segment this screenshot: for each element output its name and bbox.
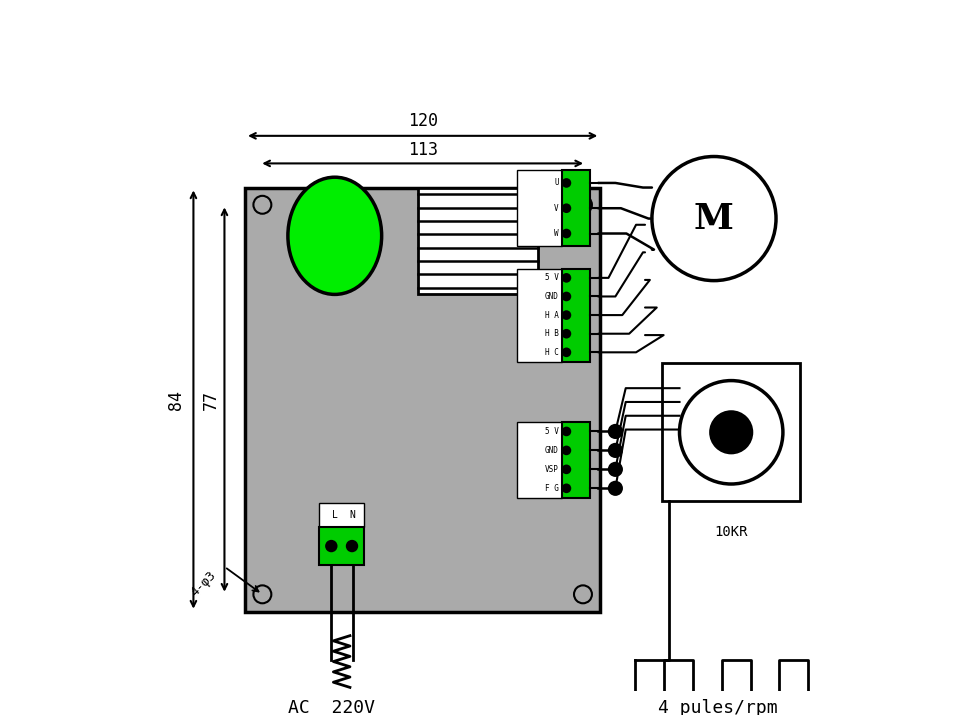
Circle shape xyxy=(561,310,571,320)
Bar xyxy=(518,422,562,498)
Bar xyxy=(518,170,562,246)
Circle shape xyxy=(561,203,571,213)
Bar xyxy=(562,422,590,498)
Text: U: U xyxy=(554,179,559,187)
Circle shape xyxy=(253,196,271,214)
Bar xyxy=(562,269,590,362)
Text: H A: H A xyxy=(545,310,559,320)
Bar xyxy=(245,187,600,611)
Text: W: W xyxy=(554,229,559,238)
Circle shape xyxy=(561,292,571,301)
Circle shape xyxy=(561,229,571,238)
Circle shape xyxy=(608,424,623,439)
Circle shape xyxy=(652,157,776,280)
Circle shape xyxy=(561,329,571,338)
Text: AC  220V: AC 220V xyxy=(288,699,375,715)
Ellipse shape xyxy=(288,177,382,295)
Text: GND: GND xyxy=(545,446,559,455)
Circle shape xyxy=(346,540,358,552)
Text: 5 V: 5 V xyxy=(545,427,559,436)
Circle shape xyxy=(679,380,782,484)
Text: 120: 120 xyxy=(408,112,438,129)
Text: F G: F G xyxy=(545,484,559,493)
Circle shape xyxy=(561,445,571,455)
Bar xyxy=(417,187,538,295)
Circle shape xyxy=(608,462,623,477)
Circle shape xyxy=(253,586,271,603)
Text: 77: 77 xyxy=(202,390,219,410)
Bar xyxy=(562,170,590,246)
Bar xyxy=(319,527,364,565)
Bar xyxy=(319,503,364,527)
Bar xyxy=(663,363,800,501)
Text: V: V xyxy=(554,204,559,213)
Circle shape xyxy=(709,410,753,454)
Text: 4-φ3: 4-φ3 xyxy=(188,568,219,599)
Circle shape xyxy=(561,273,571,282)
Text: L: L xyxy=(332,510,338,520)
Circle shape xyxy=(608,480,623,496)
Circle shape xyxy=(561,465,571,474)
Text: VSP: VSP xyxy=(545,465,559,474)
Text: 10KR: 10KR xyxy=(715,526,748,539)
Circle shape xyxy=(574,586,592,603)
Text: 5 V: 5 V xyxy=(545,273,559,282)
Bar xyxy=(518,269,562,362)
Circle shape xyxy=(574,196,592,214)
Circle shape xyxy=(561,347,571,358)
Text: GND: GND xyxy=(545,292,559,301)
Text: H C: H C xyxy=(545,347,559,357)
Circle shape xyxy=(326,540,337,552)
Text: 84: 84 xyxy=(167,390,185,410)
Text: M: M xyxy=(694,202,734,235)
Circle shape xyxy=(561,427,571,436)
Text: 113: 113 xyxy=(408,141,438,159)
Circle shape xyxy=(561,178,571,188)
Text: H B: H B xyxy=(545,329,559,338)
Text: N: N xyxy=(349,510,355,520)
Text: 4 pules/rpm: 4 pules/rpm xyxy=(658,699,778,715)
Circle shape xyxy=(561,483,571,493)
Circle shape xyxy=(608,443,623,458)
